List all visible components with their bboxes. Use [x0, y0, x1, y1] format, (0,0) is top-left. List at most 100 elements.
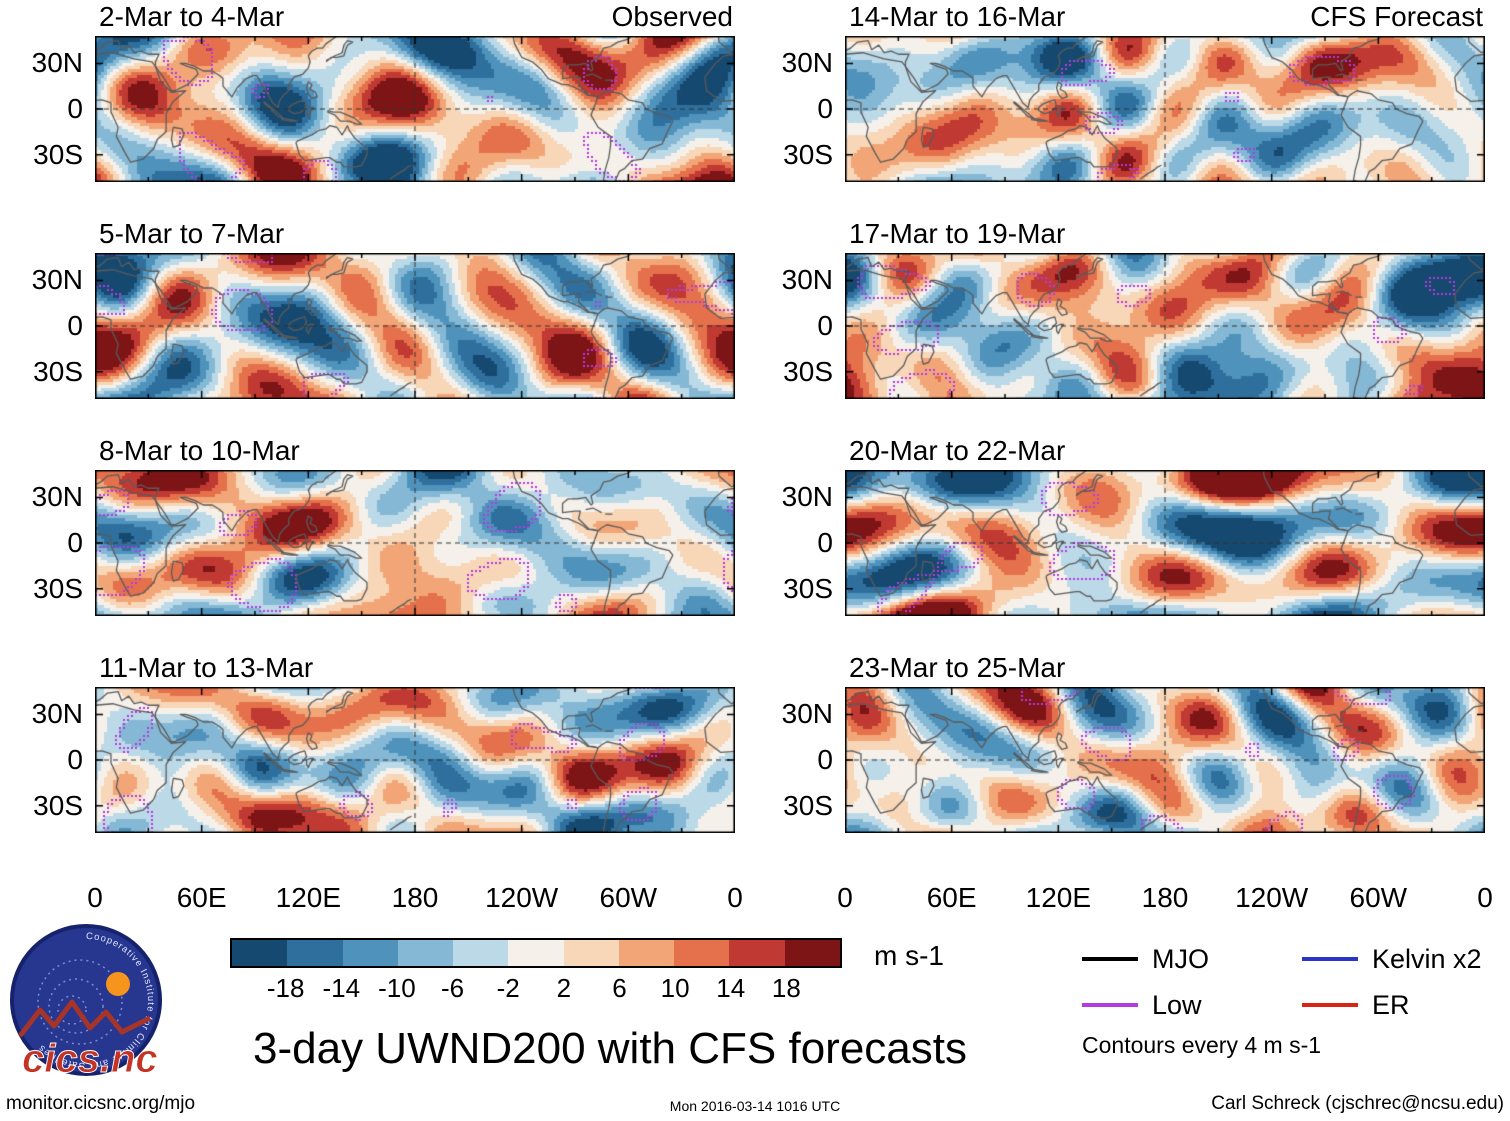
y-axis-label: 30S — [33, 356, 83, 387]
map-panel: 23-Mar to 25-Mar 30N 0 30S — [782, 652, 1485, 870]
colorbar-segment — [508, 940, 564, 966]
map-panel: 5-Mar to 7-Mar 30N 0 30S — [32, 218, 735, 436]
footer-timestamp: Mon 2016-03-14 1016 UTC — [669, 1098, 841, 1114]
x-axis-label: 60E — [176, 882, 227, 913]
map-canvas — [845, 36, 1485, 182]
y-axis-label: 0 — [817, 310, 833, 341]
y-axis-label: 0 — [817, 93, 833, 124]
y-axis-label: 30S — [33, 139, 83, 170]
map-panel: 17-Mar to 19-Mar 30N 0 30S — [782, 218, 1485, 436]
logo-spiral-inner — [57, 995, 87, 1025]
legend-line-low-icon — [1082, 1003, 1138, 1007]
y-axis-label: 0 — [67, 527, 83, 558]
x-axis-label: 60W — [1349, 882, 1408, 913]
colorbar-labels: -18 -14 -10 -6 -2 2 6 10 14 18 — [230, 968, 842, 1003]
map-panel: 20-Mar to 22-Mar 30N 0 30S — [782, 435, 1485, 653]
legend-line-kelvin-x2-icon — [1302, 957, 1358, 961]
y-axis-label: 0 — [817, 527, 833, 558]
map-canvas — [95, 687, 735, 833]
map-area: 30N 0 30S — [782, 687, 1485, 833]
legend-label: Kelvin x2 — [1372, 943, 1482, 974]
logo-spiral-outer — [37, 959, 123, 1045]
panel-header: 17-Mar to 19-Mar — [845, 218, 1485, 253]
colorbar-segment — [232, 940, 288, 966]
x-axis: 0 60E 120E 180 120W 60W 0 — [837, 874, 1493, 922]
y-axis-label: 30N — [781, 698, 833, 729]
map-area: 30N 0 30S — [32, 36, 735, 182]
x-axis-label: 0 — [87, 882, 103, 913]
panel-header: 20-Mar to 22-Mar — [845, 435, 1485, 470]
colorbar: -18 -14 -10 -6 -2 2 6 10 14 18 — [230, 938, 842, 1003]
map-canvas — [95, 253, 735, 399]
colorbar-tick-label: 14 — [716, 973, 746, 1003]
colorbar-segment — [342, 940, 398, 966]
map-canvas — [95, 36, 735, 182]
footer-url: monitor.cicsnc.org/mjo — [6, 1093, 196, 1114]
colorbar-tick-label: 10 — [660, 973, 690, 1003]
map-area: 30N 0 30S — [32, 470, 735, 616]
x-axis-label: 180 — [391, 882, 439, 913]
colorbar-segment — [729, 940, 785, 966]
y-axis-label: 0 — [817, 744, 833, 775]
x-axis-label: 60W — [599, 882, 658, 913]
legend-item: MJO — [1082, 944, 1302, 974]
panel-date-range: 2-Mar to 4-Mar — [99, 1, 285, 32]
legend-line-er-icon — [1302, 1003, 1358, 1007]
colorbar-tick-label: 2 — [556, 973, 572, 1003]
panel-source-label: Observed — [611, 1, 733, 32]
contour-legend: MJO Kelvin x2 Low ER Contours every 4 m s-1 — [1082, 944, 1506, 1059]
panel-header: 14-Mar to 16-Mar CFS Forecast — [845, 1, 1485, 36]
x-axis-label: 120E — [275, 882, 342, 913]
x-axis: 0 60E 120E 180 120W 60W 0 — [87, 874, 743, 922]
legend-label: MJO — [1152, 943, 1209, 974]
colorbar-tick-label: -6 — [440, 973, 465, 1003]
x-axis-label: 120E — [1025, 882, 1092, 913]
map-canvas — [845, 470, 1485, 616]
panel-date-range: 17-Mar to 19-Mar — [849, 218, 1066, 249]
logo-sun-icon — [106, 972, 130, 996]
logo-badge — [12, 926, 160, 1074]
y-axis-label: 30N — [31, 47, 83, 78]
colorbar-tick-label: -2 — [496, 973, 520, 1003]
y-axis-label: 30S — [783, 573, 833, 604]
map-area: 30N 0 30S — [32, 687, 735, 833]
x-axis-label: 0 — [727, 882, 743, 913]
logo-wordmark: cics.nc — [22, 1037, 158, 1081]
panel-date-range: 20-Mar to 22-Mar — [849, 435, 1066, 466]
y-axis-label: 30S — [33, 573, 83, 604]
colorbar-units: m s-1 — [874, 940, 944, 971]
colorbar-segment — [563, 940, 619, 966]
legend-item: Kelvin x2 — [1302, 944, 1506, 974]
x-axis-label: 120W — [485, 882, 559, 913]
y-axis-label: 30N — [31, 264, 83, 295]
y-axis-label: 0 — [67, 93, 83, 124]
map-panel: 14-Mar to 16-Mar CFS Forecast 30N 0 30S — [782, 1, 1485, 219]
colorbar-segment — [618, 940, 675, 966]
map-area: 30N 0 30S — [782, 470, 1485, 616]
colorbar-segment — [784, 940, 840, 966]
y-axis-label: 30S — [783, 139, 833, 170]
x-axis-label: 120W — [1235, 882, 1309, 913]
panel-date-range: 23-Mar to 25-Mar — [849, 652, 1066, 683]
panel-header: 11-Mar to 13-Mar — [95, 652, 735, 687]
y-axis-label: 30N — [31, 481, 83, 512]
colorbar-segment — [397, 940, 454, 966]
x-axis-label: 60E — [926, 882, 977, 913]
map-area: 30N 0 30S — [782, 36, 1485, 182]
panel-header: 23-Mar to 25-Mar — [845, 652, 1485, 687]
forecast-column: 14-Mar to 16-Mar CFS Forecast 30N 0 30S 17-Ma… — [782, 1, 1493, 922]
colorbar-tick-label: 6 — [612, 973, 627, 1003]
panel-header: 5-Mar to 7-Mar — [95, 218, 735, 253]
map-panel: 8-Mar to 10-Mar 30N 0 30S — [32, 435, 735, 653]
map-panel: 2-Mar to 4-Mar Observed 30N 0 30S — [32, 1, 735, 219]
cicsnc-logo: Cooperative Institute for Climate and Sa… — [10, 924, 162, 1081]
colorbar-segment — [453, 940, 509, 966]
y-axis-label: 0 — [67, 310, 83, 341]
map-canvas — [845, 687, 1485, 833]
panel-header: 8-Mar to 10-Mar — [95, 435, 735, 470]
colorbar-tick-label: -10 — [378, 973, 416, 1003]
colorbar-segments — [230, 938, 842, 968]
colorbar-tick-label: -18 — [266, 973, 305, 1003]
y-axis-label: 30S — [33, 790, 83, 821]
map-area: 30N 0 30S — [32, 253, 735, 399]
